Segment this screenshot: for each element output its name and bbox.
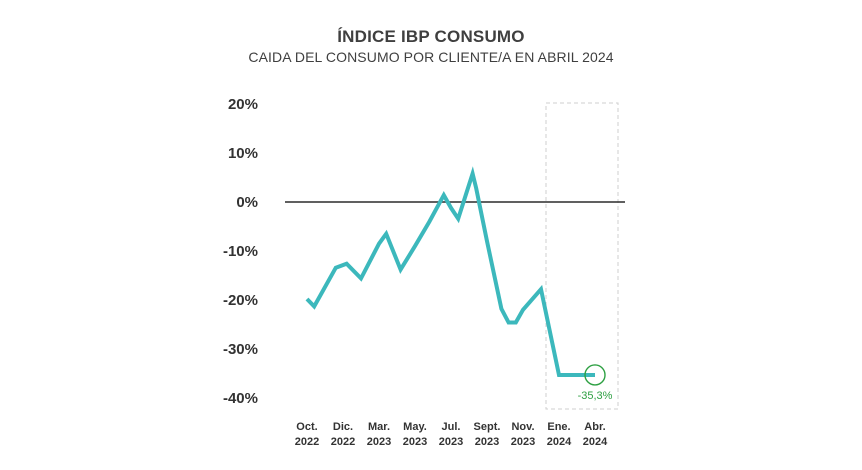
last-point-marker: [584, 364, 606, 386]
chart-subtitle: CAIDA DEL CONSUMO POR CLIENTE/A EN ABRIL…: [248, 49, 614, 65]
x-tick-label: Nov.: [511, 421, 534, 433]
x-tick-year: 2023: [367, 436, 391, 448]
x-tick-label: Ene.: [547, 421, 570, 433]
y-tick-label: -30%: [223, 341, 258, 358]
x-tick-label: Jul.: [442, 421, 461, 433]
x-tick-label: Abr.: [584, 421, 605, 433]
x-tick-year: 2022: [295, 436, 319, 448]
x-tick-label: Mar.: [368, 421, 390, 433]
y-tick-label: -40%: [223, 390, 258, 407]
highlight-box: [545, 102, 619, 410]
y-tick-label: -20%: [223, 292, 258, 309]
x-tick-year: 2023: [439, 436, 463, 448]
y-tick-label: 10%: [228, 145, 258, 162]
x-tick-year: 2024: [547, 436, 572, 448]
x-tick-year: 2023: [511, 436, 535, 448]
series-line: [305, 166, 595, 377]
last-point-label: -35,3%: [578, 390, 613, 402]
y-tick-label: 0%: [236, 194, 258, 211]
x-tick-label: Sept.: [474, 421, 501, 433]
x-tick-label: Dic.: [333, 421, 353, 433]
y-tick-label: 20%: [228, 96, 258, 113]
chart-title: ÍNDICE IBP CONSUMO: [337, 27, 525, 46]
x-tick-year: 2023: [475, 436, 499, 448]
y-tick-label: -10%: [223, 243, 258, 260]
x-tick-label: Oct.: [296, 421, 317, 433]
x-tick-year: 2022: [331, 436, 355, 448]
x-tick-label: May.: [403, 421, 427, 433]
x-tick-year: 2023: [403, 436, 427, 448]
x-tick-year: 2024: [583, 436, 608, 448]
